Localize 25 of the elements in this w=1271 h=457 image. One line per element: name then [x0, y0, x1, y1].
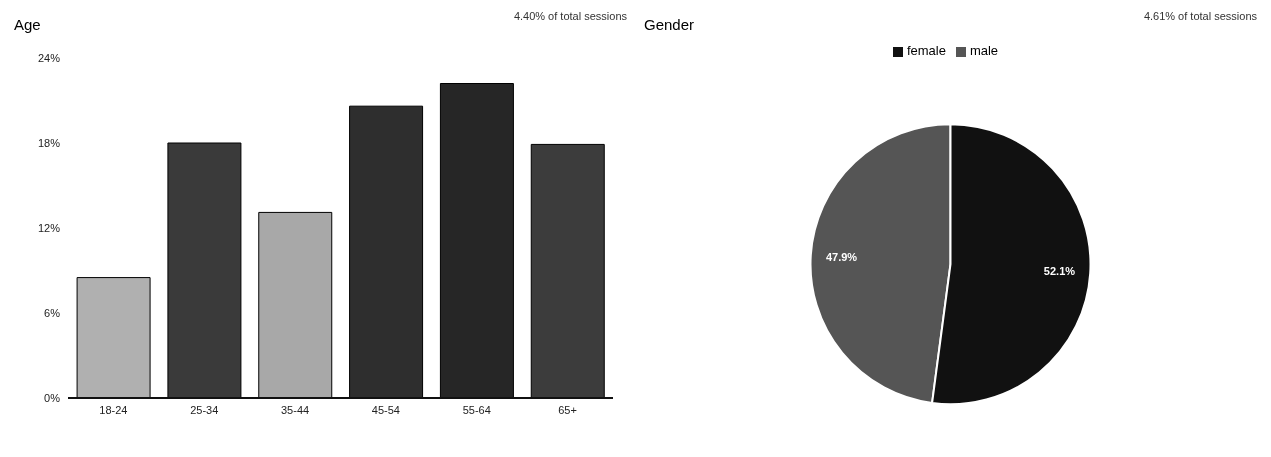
data-label: 47.9% [825, 251, 858, 264]
y-tick-label: 24% [37, 51, 61, 64]
x-tick-label: 18-24 [99, 403, 128, 416]
x-tick-label: 35-44 [281, 403, 310, 416]
bar [439, 83, 514, 398]
text: Gender [644, 16, 695, 33]
legend-label: male [969, 43, 999, 58]
text: 4.61% of total sessions [1143, 10, 1257, 22]
x-tick-label: 45-54 [371, 403, 400, 416]
bar [167, 142, 242, 398]
bar [258, 211, 333, 398]
y-tick-label: 18% [37, 136, 61, 149]
x-tick-label: 55-64 [462, 403, 491, 416]
bar [530, 143, 605, 398]
x-tick-label: 25-34 [190, 403, 219, 416]
y-tick-label: 12% [37, 221, 61, 234]
legend-label: female [906, 43, 946, 58]
x-tick-label: 65+ [558, 403, 577, 416]
chart-subtitle: 4.40% of total sessions [513, 10, 627, 22]
y-tick-label: 6% [44, 306, 61, 319]
bar [349, 105, 424, 398]
chart-title: Age [14, 16, 41, 33]
data-label: 52.1% [1043, 265, 1076, 278]
bar [76, 277, 151, 398]
y-tick-label: 0% [44, 391, 61, 404]
